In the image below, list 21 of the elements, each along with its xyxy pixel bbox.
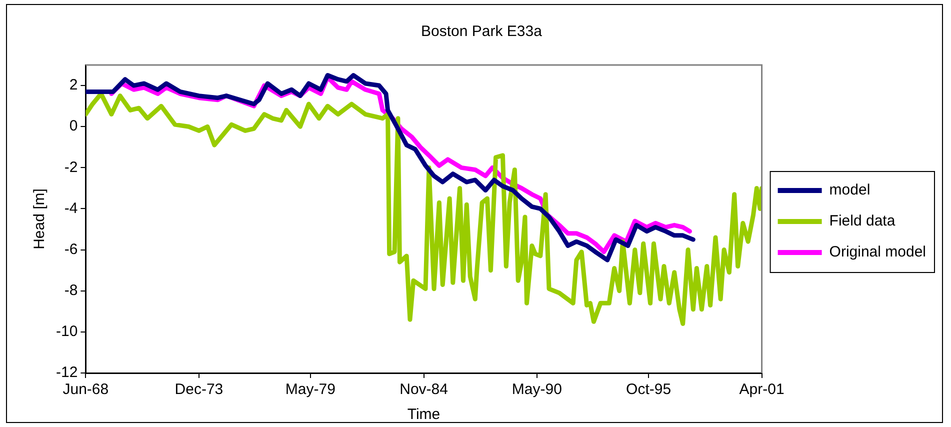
- x-axis-title: Time: [407, 406, 440, 424]
- chart-title: Boston Park E33a: [421, 23, 543, 40]
- legend-label: Original model: [829, 244, 926, 261]
- x-tick-label: Nov-84: [400, 381, 448, 398]
- y-tick-label: -8: [64, 282, 78, 300]
- x-tick-label: Oct-95: [626, 381, 672, 398]
- legend-label: model: [829, 182, 870, 199]
- y-tick-label: 2: [69, 76, 78, 94]
- x-tick-label: May-90: [512, 381, 562, 398]
- y-tick-label: -2: [64, 158, 78, 176]
- y-axis-title: Head [m]: [31, 188, 48, 250]
- x-tick-label: Jun-68: [62, 381, 109, 398]
- y-tick-label: -4: [64, 200, 78, 217]
- y-tick-label: 0: [69, 118, 78, 135]
- legend-label: Field data: [829, 212, 896, 230]
- y-tick-label: -12: [56, 364, 78, 382]
- y-tick-label: -10: [56, 323, 78, 340]
- x-tick-label: Dec-73: [174, 381, 224, 398]
- x-tick-label: May-79: [285, 381, 336, 398]
- y-tick-label: -6: [64, 240, 78, 258]
- x-tick-label: Apr-01: [739, 381, 784, 398]
